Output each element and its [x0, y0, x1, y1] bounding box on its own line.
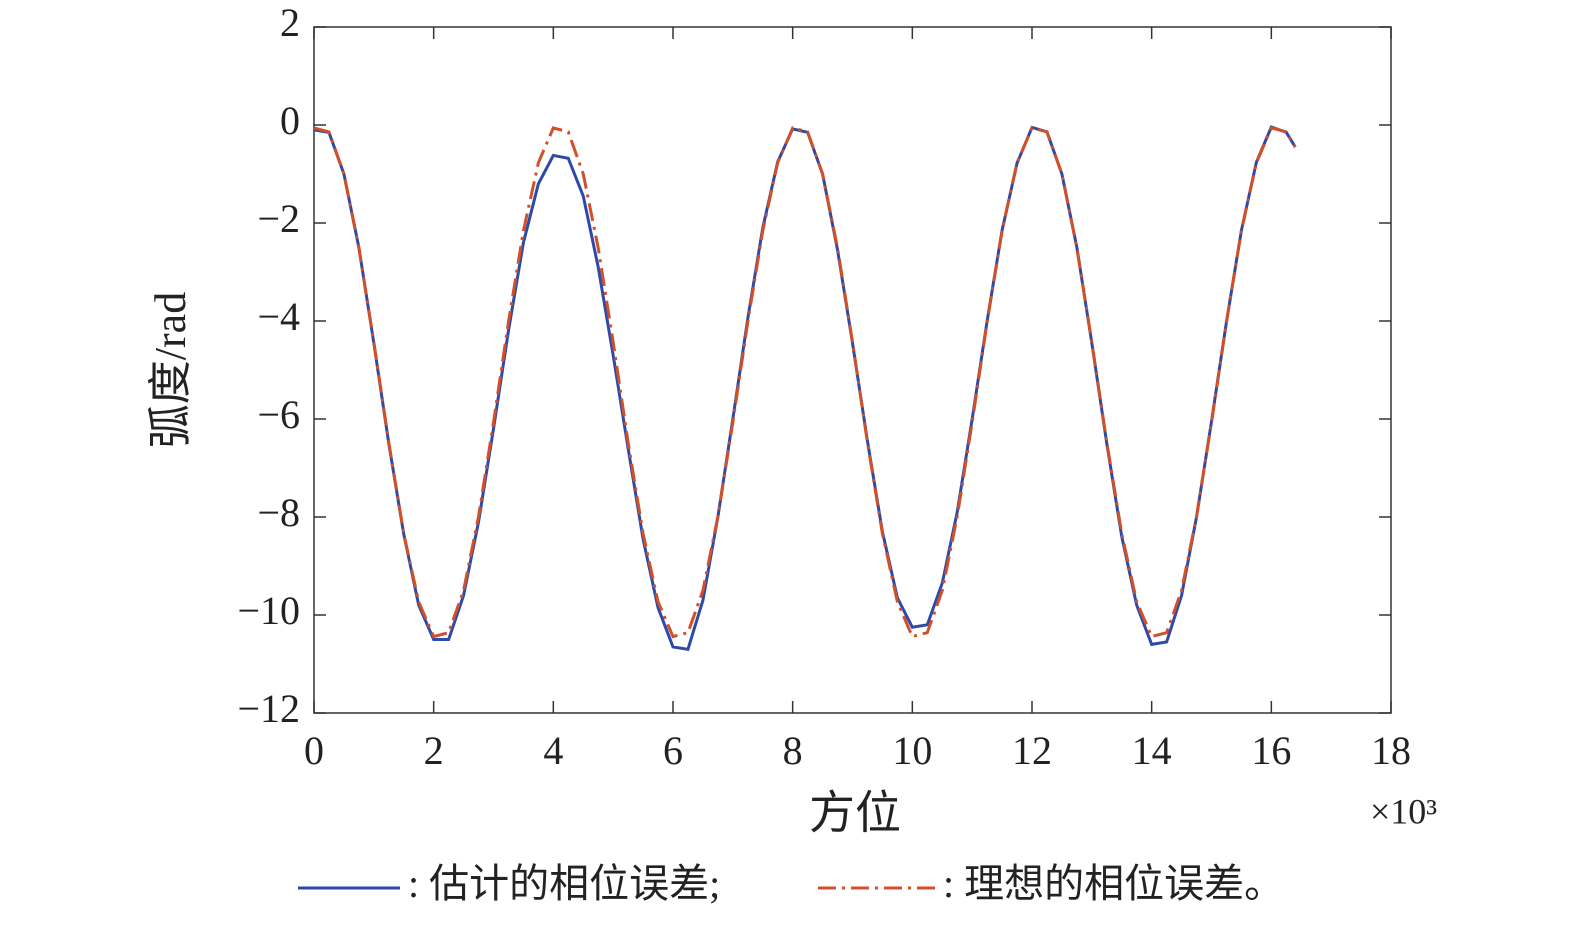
- x-tick-label: 16: [1251, 728, 1291, 773]
- x-axis-label: 方位: [809, 788, 901, 839]
- x-tick-label: 2: [424, 728, 444, 773]
- y-tick-label: 2: [280, 0, 300, 45]
- y-tick-label: 0: [280, 98, 300, 143]
- plot-frame: [313, 26, 1392, 714]
- x-tick-label: 6: [663, 728, 683, 773]
- x-tick-label: 14: [1132, 728, 1172, 773]
- y-tick-label: −2: [257, 196, 300, 241]
- legend-label: : 理想的相位误差。: [943, 861, 1284, 906]
- x-tick-label: 0: [304, 728, 324, 773]
- data-line: [313, 126, 1297, 639]
- y-axis-label: 弧度/rad: [146, 292, 195, 448]
- x-tick-label: 8: [783, 728, 803, 773]
- x-multiplier: ×10³: [1370, 791, 1437, 831]
- x-tick-label: 10: [892, 728, 932, 773]
- x-tick-label: 18: [1371, 728, 1411, 773]
- y-tick-label: −4: [257, 294, 300, 339]
- x-tick-label: 12: [1012, 728, 1052, 773]
- x-tick-label: 4: [543, 728, 563, 773]
- legend-label: : 估计的相位误差;: [408, 861, 720, 906]
- y-tick-label: −8: [257, 490, 300, 535]
- data-line: [313, 125, 1297, 651]
- y-tick-label: −10: [237, 588, 300, 633]
- y-tick-label: −12: [237, 686, 300, 731]
- y-tick-label: −6: [257, 392, 300, 437]
